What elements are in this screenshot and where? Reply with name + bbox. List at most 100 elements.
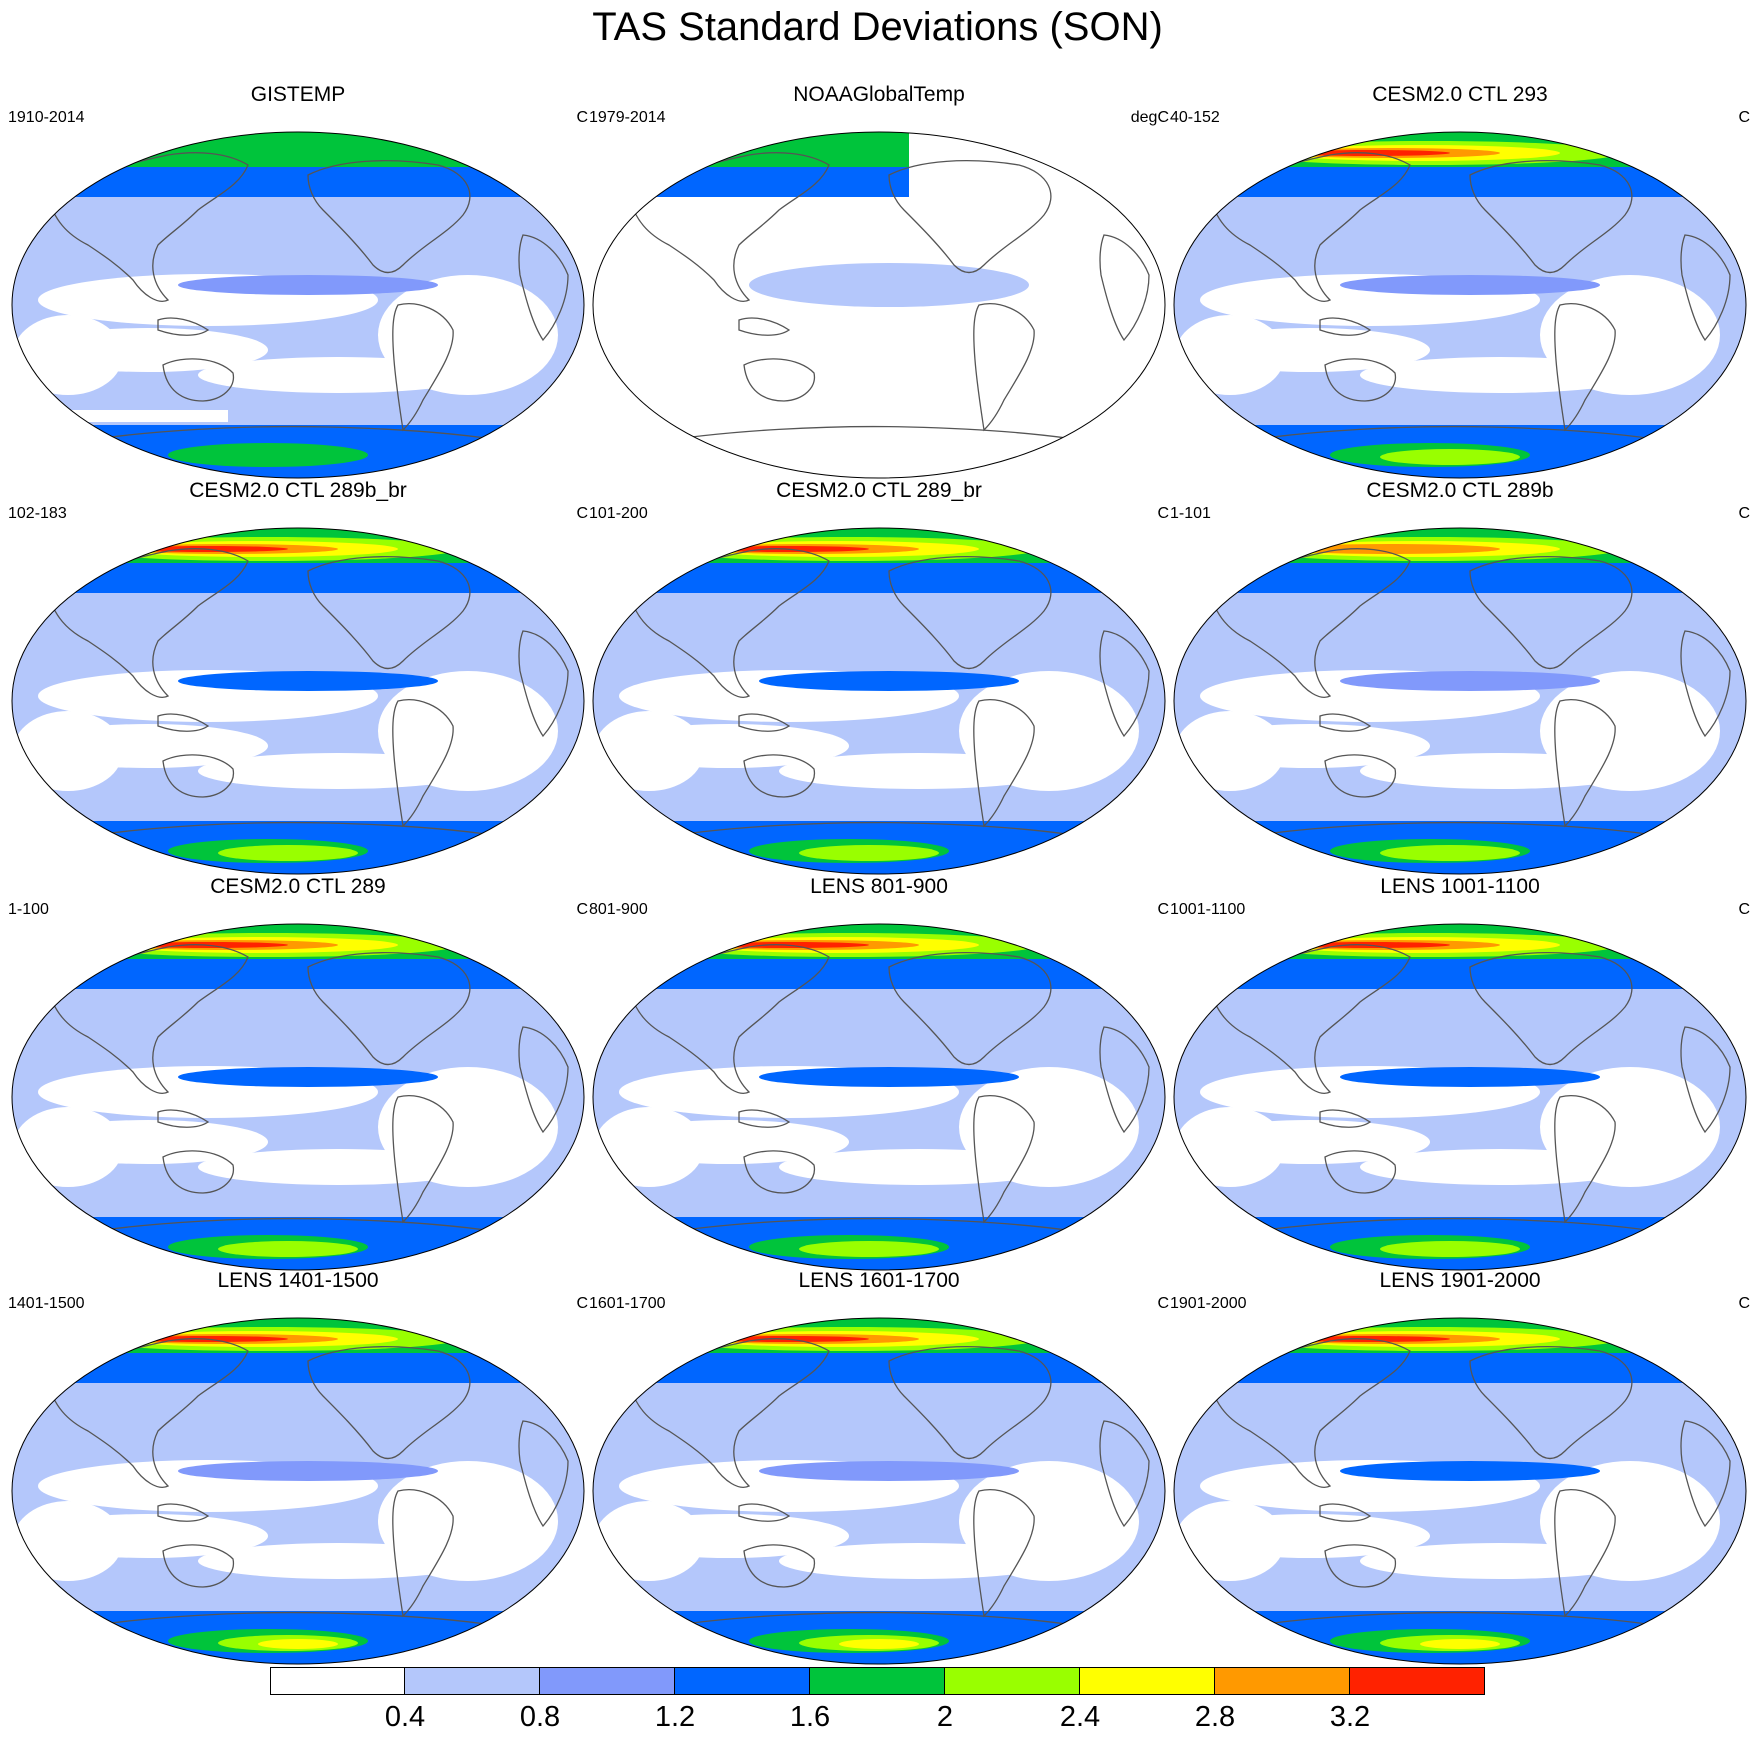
coastline-outline — [47, 548, 249, 698]
antarctic-lime — [1380, 449, 1520, 465]
coastline-outline — [67, 1611, 529, 1632]
coastline-outline — [1324, 1150, 1397, 1194]
coastline-outline — [648, 821, 1110, 842]
coastline-outline — [1554, 303, 1616, 432]
panel-units: C — [1157, 901, 1169, 918]
coastline-outline — [518, 1420, 569, 1528]
panel-title: LENS 1601-1700 — [798, 1269, 960, 1292]
coastline-outline — [738, 317, 791, 336]
coastline-outline — [888, 1346, 1052, 1460]
panel-period: 1401-1500 — [8, 1295, 85, 1312]
enso-pacific-core — [263, 1072, 353, 1082]
coastline-outline — [1469, 1346, 1633, 1460]
map-panel: LENS 1001-1100 1001-1100 C — [1170, 874, 1750, 1274]
colorbar-tick-label: 0.4 — [384, 1701, 426, 1733]
colorbar-tick-label: 2.8 — [1194, 1701, 1236, 1733]
coastline-outline — [1554, 699, 1616, 828]
antarctic-yellow — [1420, 1639, 1500, 1649]
coastline-outline — [157, 1109, 210, 1128]
panel-title: LENS 1001-1100 — [1380, 875, 1540, 898]
enso-pacific-core — [263, 676, 353, 686]
panel-units: C — [576, 109, 588, 126]
colorbar-swatch — [675, 1667, 810, 1695]
panel-title: NOAAGlobalTemp — [793, 83, 965, 106]
coastline-outline — [1209, 1338, 1411, 1488]
world-map-contour — [11, 923, 585, 1271]
map-boundary — [11, 131, 585, 479]
coastline-outline — [47, 944, 249, 1094]
coastline-outline — [973, 699, 1035, 828]
world-map-contour — [592, 923, 1166, 1271]
coastline-outline — [162, 358, 235, 402]
coastline-outline — [1319, 713, 1372, 732]
enso-pacific-core — [1425, 1072, 1515, 1082]
coastline-outline — [628, 1338, 830, 1488]
coastline-outline — [392, 699, 454, 828]
map-panel: LENS 801-900 801-900 C — [589, 874, 1169, 1274]
coastline-outline — [392, 303, 454, 432]
map-panel: LENS 1901-2000 1901-2000 C — [1170, 1268, 1750, 1668]
coastline-outline — [738, 1503, 791, 1522]
antarctic-lime — [218, 845, 358, 861]
coastline-outline — [888, 556, 1052, 670]
coastline-outline — [973, 1095, 1035, 1224]
panel-period: 1910-2014 — [8, 109, 85, 126]
world-map-contour — [1173, 1317, 1747, 1665]
coastline-outline — [1229, 425, 1691, 446]
antarctic-lime — [1380, 845, 1520, 861]
coastline-outline — [648, 1611, 1110, 1632]
colorbar-swatch — [810, 1667, 945, 1695]
map-panel: NOAAGlobalTemp 1979-2014 degC — [589, 82, 1169, 482]
coastline-outline — [648, 1217, 1110, 1238]
coastline-outline — [47, 1338, 249, 1488]
coastline-outline — [47, 152, 249, 302]
panel-units: C — [1157, 505, 1169, 522]
coastline-outline — [1324, 1544, 1397, 1588]
colorbar-tick-label: 2 — [936, 1701, 954, 1733]
panel-title: LENS 801-900 — [810, 875, 948, 898]
coastline-outline — [392, 1489, 454, 1618]
panel-units: C — [576, 505, 588, 522]
enso-pacific-core — [844, 1072, 934, 1082]
panel-period: 1-100 — [8, 901, 49, 918]
panel-period: 1601-1700 — [589, 1295, 666, 1312]
enso-pacific-band — [1340, 275, 1600, 295]
arctic-band-green — [12, 132, 584, 167]
coastline-outline — [743, 754, 816, 798]
world-map-contour — [11, 527, 585, 875]
panel-units: C — [1738, 901, 1750, 918]
coastline-outline — [1324, 754, 1397, 798]
panel-period: 40-152 — [1170, 109, 1220, 126]
map-boundary — [1173, 1317, 1747, 1665]
panel-period: 801-900 — [589, 901, 648, 918]
colorbar-swatch — [540, 1667, 675, 1695]
coastline-outline — [648, 425, 1110, 446]
coastline-outline — [1680, 1026, 1731, 1134]
panel-period: 1979-2014 — [589, 109, 666, 126]
coastline-outline — [1680, 234, 1731, 342]
coastline-outline — [628, 548, 830, 698]
antarctic-yellow — [839, 1639, 919, 1649]
panel-units: C — [1738, 109, 1750, 126]
colorbar-swatch — [945, 1667, 1080, 1695]
map-boundary — [11, 1317, 585, 1665]
coastline-outline — [67, 1217, 529, 1238]
coastline-outline — [162, 1150, 235, 1194]
coastline-outline — [518, 234, 569, 342]
coastline-outline — [1554, 1095, 1616, 1224]
enso-pacific-core — [844, 676, 934, 686]
coastline-outline — [67, 425, 529, 446]
world-map-contour — [592, 131, 1166, 479]
map-boundary — [11, 923, 585, 1271]
arctic-band-green — [593, 132, 1165, 167]
panel-units: C — [1157, 1295, 1169, 1312]
coastline-outline — [518, 1026, 569, 1134]
panel-period: 102-183 — [8, 505, 67, 522]
map-panel: GISTEMP 1910-2014 C — [8, 82, 588, 482]
arctic-orange — [1280, 544, 1500, 554]
panel-title: LENS 1901-2000 — [1379, 1269, 1541, 1292]
enso-pacific-band — [759, 1461, 1019, 1481]
coastline-outline — [1099, 234, 1150, 342]
map-panel: LENS 1601-1700 1601-1700 C — [589, 1268, 1169, 1668]
panel-title: LENS 1401-1500 — [217, 1269, 379, 1292]
